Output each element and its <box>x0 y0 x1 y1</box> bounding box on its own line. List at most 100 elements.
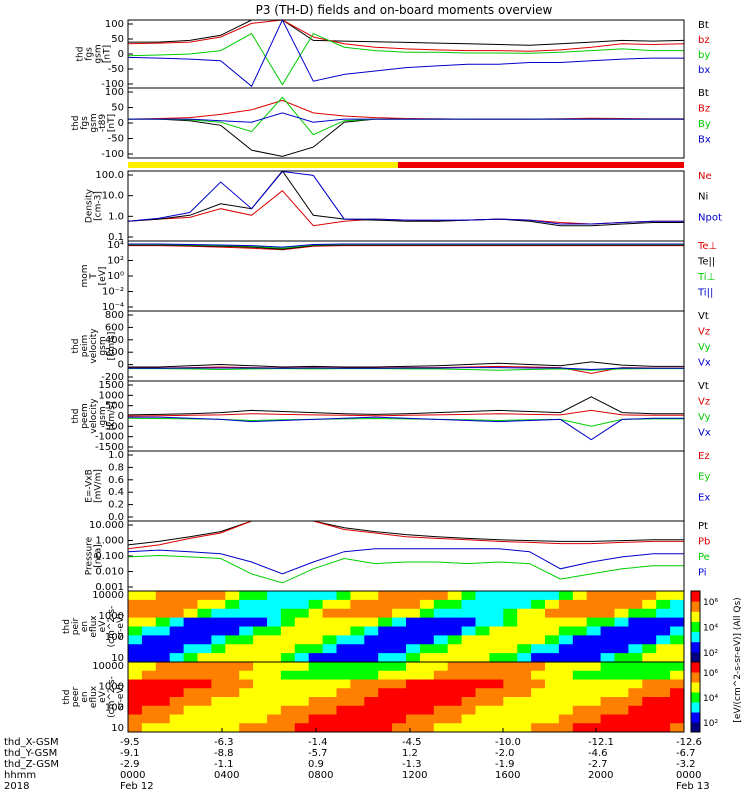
series-Vy <box>128 368 684 371</box>
heatmap-cell <box>461 662 476 672</box>
heatmap-cell <box>280 670 296 680</box>
heatmap-cell <box>503 608 518 619</box>
panel-10: thdpeerenefluxeV(cm^2-s-sr-eV) 10000 1000 1… <box>62 597 743 734</box>
heatmap-cell <box>406 635 421 645</box>
heatmap-cell <box>155 723 171 733</box>
panel-10-ylabel: thdpeerenefluxeV(cm^2-s-sr-eV) <box>62 676 126 718</box>
heatmap-cell <box>364 679 379 689</box>
heatmap-cell <box>141 653 157 663</box>
heatmap-cell <box>225 644 240 654</box>
heatmap-cell <box>280 591 296 601</box>
heatmap-cell <box>433 617 449 627</box>
legend-Ti||: Ti|| <box>697 288 713 299</box>
ephem-value: -5.7 <box>308 748 328 759</box>
heatmap-cell <box>267 617 282 627</box>
heatmap-cell <box>253 608 268 619</box>
series-Vt <box>128 361 684 368</box>
panel-7: E=-VxB[mV/m] 1.00.8 0.60.4 0.20.0 Ez Ey Ex <box>85 450 711 523</box>
legend-Vz: Vz <box>698 327 710 338</box>
heatmap-cell <box>378 635 393 645</box>
heatmap-cell <box>183 697 198 707</box>
heatmap-cell <box>267 705 282 715</box>
heatmap-cell <box>433 591 449 601</box>
heatmap-cell <box>461 599 476 610</box>
heatmap-cell <box>155 626 171 636</box>
heatmap-cell <box>572 714 588 724</box>
colorbar-step <box>691 641 700 653</box>
heatmap-cell <box>433 705 449 715</box>
heatmap-cell <box>141 599 157 610</box>
heatmap-cell <box>558 653 574 663</box>
heatmap-cell <box>531 679 546 689</box>
heatmap-cell <box>447 662 463 672</box>
heatmap-cell <box>628 688 643 698</box>
heatmap-cell <box>336 714 351 724</box>
heatmap-cell <box>322 662 337 672</box>
heatmap-cell <box>378 714 393 724</box>
heatmap-cell <box>364 644 379 654</box>
heatmap-cell <box>211 653 226 663</box>
heatmap-cell <box>503 679 518 689</box>
heatmap-cell <box>419 714 435 724</box>
legend-by: by <box>698 50 710 61</box>
heatmap-cell <box>141 635 157 645</box>
heatmap-cell <box>558 644 574 654</box>
heatmap-cell <box>419 653 435 663</box>
heatmap-cell <box>350 714 365 724</box>
heatmap-cell <box>322 714 337 724</box>
heatmap-cell <box>586 617 602 627</box>
heatmap-cell <box>183 705 198 715</box>
heatmap-cell <box>558 617 574 627</box>
ephem-value: 1600 <box>495 770 520 781</box>
heatmap-cell <box>475 635 490 645</box>
heatmap-cell <box>336 679 351 689</box>
heatmap-cell <box>475 723 490 733</box>
heatmap-cell <box>489 617 504 627</box>
heatmap-cell <box>294 714 310 724</box>
panel-6-ytick: 500 <box>105 401 124 412</box>
heatmap-cell <box>253 679 268 689</box>
heatmap-cell <box>503 723 518 733</box>
panel-1-ylabel: thdfgsgsm[nT] <box>76 44 113 63</box>
heatmap-cell <box>128 626 143 636</box>
heatmap-cell <box>503 644 518 654</box>
heatmap-cell <box>475 679 490 689</box>
legend-Pt: Pt <box>698 521 708 532</box>
heatmap-cell <box>656 653 671 663</box>
panel-7-ytick: 1.0 <box>108 450 124 461</box>
heatmap-cell <box>517 679 532 689</box>
heatmap-cell <box>239 591 254 601</box>
heatmap-cell <box>572 653 588 663</box>
heatmap-cell <box>239 662 254 672</box>
heatmap-cell <box>461 670 476 680</box>
heatmap-cell <box>656 688 671 698</box>
ephem-row-label: 2018 <box>4 781 29 792</box>
heatmap-cell <box>141 714 157 724</box>
heatmap-cell <box>503 599 518 610</box>
legend-Ti⊥: Ti⊥ <box>697 272 715 283</box>
heatmap-cell <box>447 653 463 663</box>
heatmap-cell <box>600 670 615 680</box>
panel-2: thdfgsgsm-t89[nT] 100 50 0 -50 -100 Bt Bz By Bx <box>71 87 711 160</box>
heatmap-cell <box>600 626 615 636</box>
heatmap-cell <box>406 688 421 698</box>
heatmap-cell <box>656 697 671 707</box>
heatmap-cell <box>211 635 226 645</box>
legend-Ne: Ne <box>698 171 712 182</box>
panel-4-ylabel: momT[eV] <box>80 264 108 287</box>
heatmap-cell <box>197 653 212 663</box>
panel-2-ytick: 50 <box>111 103 124 114</box>
heatmap-cell <box>558 723 574 733</box>
legend-Vx: Vx <box>698 358 711 369</box>
heatmap-cell <box>531 635 546 645</box>
heatmap-cell <box>239 688 254 698</box>
heatmap-cell <box>433 635 449 645</box>
series-Pt <box>127 520 684 546</box>
heatmap-cell <box>489 662 504 672</box>
heatmap-cell <box>447 599 463 610</box>
heatmap-cell <box>558 697 574 707</box>
heatmap-cell <box>350 670 365 680</box>
heatmap-cell <box>475 617 490 627</box>
heatmap-cell <box>280 644 296 654</box>
